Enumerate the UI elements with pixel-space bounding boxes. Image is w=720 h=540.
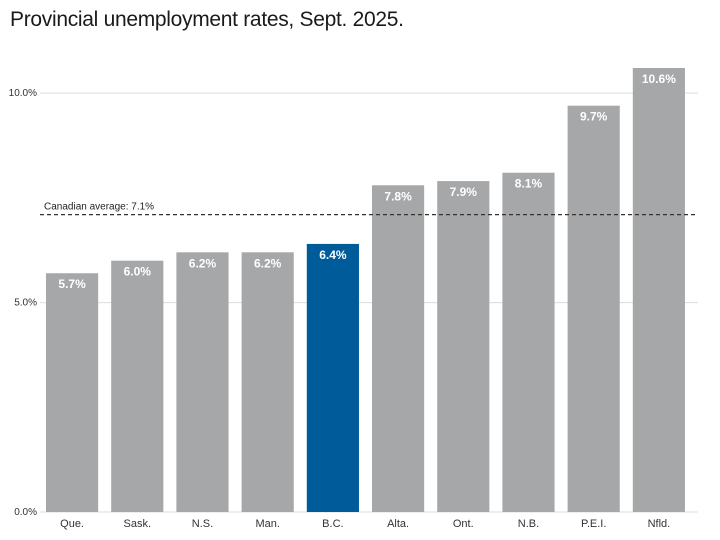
bar-pei [567, 105, 620, 512]
bar-man [241, 252, 294, 512]
data-label: 7.9% [450, 185, 478, 199]
chart-title: Provincial unemployment rates, Sept. 202… [10, 8, 404, 31]
bar-ont [437, 181, 490, 512]
bar-bc [306, 243, 359, 512]
data-label: 8.1% [515, 177, 543, 191]
x-tick-label: N.B. [518, 518, 539, 530]
bar-ns [176, 252, 229, 512]
y-tick-label: 5.0% [14, 298, 37, 309]
x-tick-label: Sask. [124, 518, 152, 530]
bar-que [46, 273, 99, 512]
x-tick-label: Que. [60, 518, 84, 530]
x-tick-label: Alta. [387, 518, 409, 530]
data-label: 6.2% [254, 256, 282, 270]
data-label: 10.6% [642, 72, 676, 86]
data-label: 5.7% [58, 277, 86, 291]
x-tick-label: Ont. [453, 518, 474, 530]
data-label: 6.2% [189, 256, 217, 270]
bar-sask [111, 260, 164, 512]
data-label: 7.8% [384, 189, 412, 203]
x-tick-label: Man. [255, 518, 279, 530]
x-tick-label: B.C. [322, 518, 343, 530]
bars [46, 68, 685, 512]
x-tick-label: P.E.I. [581, 518, 606, 530]
x-tick-label: Nfld. [648, 518, 671, 530]
reference-line-group: Canadian average: 7.1% [40, 202, 698, 216]
reference-line-label: Canadian average: 7.1% [44, 202, 154, 213]
data-label: 9.7% [580, 110, 608, 124]
bar-alta [372, 185, 425, 512]
bar-nb [502, 172, 555, 512]
labels: 0.0% 5.0% 10.0% 5.7% Que. 6.0% Sask. 6.2% N.S. 6.… [9, 72, 677, 530]
x-tick-label: N.S. [192, 518, 213, 530]
y-tick-label: 0.0% [14, 507, 37, 518]
data-label: 6.0% [124, 265, 152, 279]
bar-nfld [632, 68, 685, 512]
y-tick-label: 10.0% [9, 88, 37, 99]
data-label: 6.4% [319, 248, 347, 262]
